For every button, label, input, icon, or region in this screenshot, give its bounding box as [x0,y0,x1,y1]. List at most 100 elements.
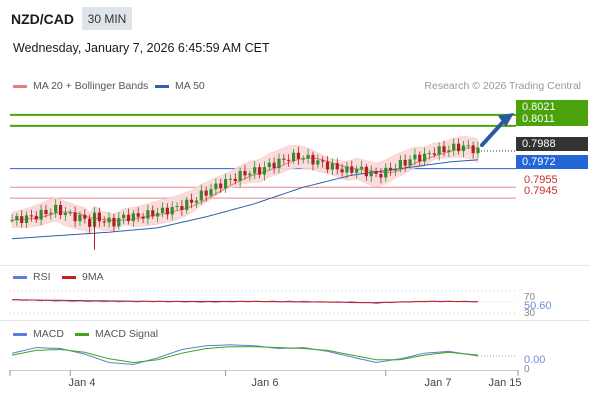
candle-body [146,210,150,219]
macd-signal-line [11,346,479,364]
candle-body [282,158,286,160]
candle-body [214,183,218,190]
candle-body [248,173,252,176]
candle-body [262,167,267,175]
candle-body [277,158,281,169]
legend-rsi-ma: 9MA [62,271,104,283]
candle-body [20,216,24,224]
candle-body [418,154,422,162]
candle-body [408,159,412,166]
candle-body [267,162,271,168]
candle-body [374,171,378,174]
level-r2-tag: 0.8021 [516,100,588,114]
candle-body [257,167,262,175]
candle-body [384,167,388,178]
candle-body [306,154,310,159]
candle-body [34,215,38,220]
forecast-arrow-head [498,112,514,127]
candle-body [29,215,34,217]
candle-body [122,214,126,219]
pivot-tag: 0.7972 [516,155,588,169]
candle-body [272,162,276,169]
candle-body [88,218,92,227]
ma50-swatch [155,84,169,88]
candle-body [403,159,407,166]
candle-body [107,217,111,223]
candle-body [199,190,203,201]
candle-body [389,167,393,171]
candle-body [126,214,131,222]
legend-ma50: MA 50 [155,80,205,92]
candle-body [141,216,145,219]
candle-body [456,143,461,152]
x-label-jan7: Jan 7 [424,377,452,389]
candle-body [325,161,330,170]
macd-swatch [13,332,27,336]
candle-body [54,204,58,213]
candle-body [413,154,417,160]
timeframe-badge[interactable]: 30 MIN [82,7,132,30]
candle-body [423,153,427,162]
candle-body [175,206,179,208]
candle-body [466,145,470,147]
legend-macd-signal-label: MACD Signal [95,328,159,340]
candle-body [345,166,349,173]
candle-body [10,220,14,222]
panel-separator-2 [0,320,590,321]
candle-body [190,199,194,203]
candle-body [287,159,291,161]
candle-body [165,207,169,215]
legend-ma20: MA 20 + Bollinger Bands [13,80,148,92]
candle-body [160,207,165,213]
rsi-upper-tick: 70 [524,292,536,303]
candle-body [102,221,106,223]
macd-zero-tick: 0 [524,364,530,375]
candle-body [63,212,67,216]
legend-rsi-label: RSI [33,271,51,283]
candle-body [432,153,436,155]
candle-body [359,166,364,169]
panel-separator [0,265,590,266]
candle-body [131,213,135,222]
candle-body [49,212,53,215]
candle-body [427,153,432,155]
legend-rsi-ma-label: 9MA [82,271,104,283]
candle-body [447,150,451,153]
legend-ma50-label: MA 50 [175,80,205,92]
candle-body [461,145,466,152]
x-label-jan6: Jan 6 [251,377,279,389]
candle-body [452,143,456,151]
rsi-lower-tick: 30 [524,308,536,319]
candle-body [243,170,247,176]
candle-body [170,207,174,215]
candle-body [219,183,223,189]
candle-body [209,189,213,196]
candle-body [340,169,344,173]
candle-body [228,178,233,180]
candle-body [369,171,373,177]
candle-body [151,210,155,217]
level-r1-tag: 0.8011 [516,112,588,126]
candle-body [301,158,305,160]
candle-body [156,212,160,217]
candle-body [335,163,339,170]
candle-body [291,152,296,161]
candle-body [44,209,48,215]
legend-macd-label: MACD [33,328,64,340]
rsi-ma-line [12,299,479,304]
candle-body [24,215,29,224]
candle-body [58,204,63,216]
candle-body [185,199,189,210]
forecast-arrow-shaft [480,118,506,148]
macd-chart [11,344,516,365]
candle-body [471,145,475,154]
candle-body [355,168,359,173]
candle-body [78,214,82,222]
level-s1-tag: 0.7955 [524,174,558,186]
rsi-value: 50.60 [524,300,552,312]
candle-body [68,212,72,214]
x-label-jan15: Jan 15 [488,377,522,389]
candle-body [296,152,300,160]
candle-body [321,160,325,162]
candle-body [398,159,402,169]
